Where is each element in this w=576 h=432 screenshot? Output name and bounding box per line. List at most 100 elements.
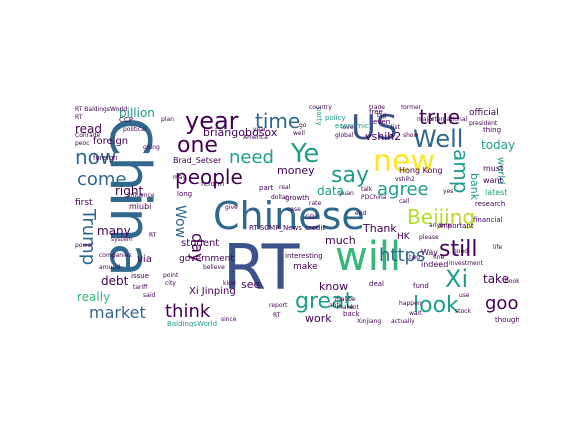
cloud-word: Beijing [407,205,476,229]
cloud-word: debt [101,274,129,288]
cloud-word: trade [369,105,385,111]
cloud-word: two [409,254,420,261]
cloud-word: talk [361,186,373,193]
word-cloud: China RT Chinese will US new Ye year Well say peop… [73,105,519,327]
cloud-word: first [75,198,93,208]
cloud-word: people [175,165,243,189]
cloud-word: foreign [93,136,129,147]
cloud-word: real [279,184,291,191]
cloud-word: say [331,163,369,188]
cloud-word: year [185,107,239,135]
cloud-word: actually [391,318,415,325]
cloud-word: GDP [305,214,318,221]
cloud-word: global [335,132,354,139]
cloud-word: call [399,198,410,205]
cloud-word: maybe [335,296,356,303]
cloud-word: indeed [421,260,449,269]
cloud-word: companies [99,252,132,259]
cloud-word: Thank [363,222,397,235]
cloud-word: give [225,204,238,211]
cloud-word: miubi [129,202,152,211]
cloud-word: really [77,290,111,304]
cloud-word: important [439,222,474,230]
cloud-word: plan [161,116,174,123]
cloud-word: vshih2 [395,176,415,183]
cloud-word: US [351,108,398,148]
cloud-word: anti [329,302,341,309]
cloud-word: CCP [119,116,133,124]
cloud-word: today [481,138,516,152]
cloud-word: RT SCMP_News [249,224,302,232]
cloud-word: yes [443,188,454,195]
cloud-word: case [287,206,301,213]
cloud-word: briangobosox [203,126,278,139]
cloud-word: billion [119,106,155,120]
cloud-word: Ye [291,139,320,169]
cloud-word: kind [223,280,236,287]
cloud-word: city [165,280,176,287]
cloud-word: peoc [75,140,90,147]
cloud-word: one [177,133,218,158]
cloud-word: time [255,109,301,133]
cloud-word: book [505,278,519,285]
cloud-word: know [319,280,349,293]
cloud-word: RT [149,232,157,239]
cloud-word: part [259,184,274,192]
cloud-word: think [165,301,211,322]
cloud-word: long [177,190,193,198]
cloud-word: foreign [93,154,118,162]
cloud-word: Hong Kong [399,166,443,175]
cloud-word: Xi Jinping [189,286,236,297]
cloud-word: economic [335,122,369,130]
cloud-word: president [469,120,498,127]
cloud-word: stock [455,308,471,315]
cloud-word: latest [485,188,508,197]
cloud-word: credit [305,224,326,232]
cloud-word: happen [399,300,422,307]
cloud-word: since [221,316,237,323]
cloud-word: much [325,234,356,247]
cloud-word: official [469,108,499,118]
cloud-word: said [143,292,156,299]
cloud-word: RT BaldingsWorld [75,106,128,113]
cloud-word: yuan [339,190,354,197]
cloud-word: wait [409,310,422,317]
cloud-word: love [341,124,354,131]
cloud-word: Wow [172,205,188,239]
cloud-word: use [459,292,470,299]
cloud-word: end [355,210,367,217]
cloud-word: RT [75,114,83,121]
cloud-word: new [373,144,436,179]
cloud-word: around [99,264,121,271]
cloud-word: even [373,118,391,126]
cloud-word: anyone [429,222,452,229]
cloud-word: must [483,164,504,173]
cloud-word: need [229,147,274,168]
cloud-word: major [417,116,435,123]
cloud-word: growth [285,194,310,202]
cloud-word: may [173,174,187,181]
cloud-word: see [241,278,261,291]
cloud-word: good [453,248,468,255]
cloud-word: influence [127,192,155,199]
cloud-word: policy [325,114,346,122]
cloud-word: please [419,234,439,241]
cloud-word: lot [351,304,359,311]
cloud-word: well [293,130,305,137]
cloud-word: Brad_Setser [173,156,222,165]
cloud-word: free [369,108,383,116]
cloud-word: PDChina [361,194,387,201]
cloud-word: system [111,236,133,243]
cloud-word: issue [131,272,149,280]
cloud-word: RT [273,312,281,319]
cloud-word: https [379,245,426,266]
cloud-word: Way [421,248,439,257]
cloud-word: former [401,105,422,111]
cloud-word: data [317,184,345,198]
cloud-word: government [179,254,234,264]
cloud-word: bank [468,173,481,201]
cloud-word: dollar [271,194,288,201]
cloud-word: RT [223,231,300,304]
cloud-word: great [295,289,354,314]
